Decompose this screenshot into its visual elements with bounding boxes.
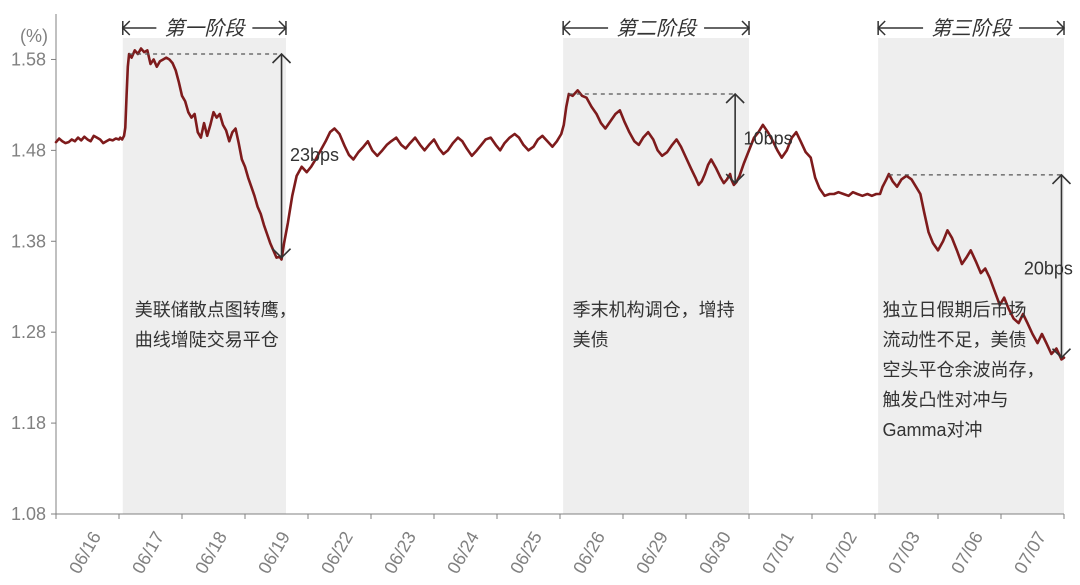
chart-svg: 第一阶段 第二阶段 第三阶段 1.08 1.18 1.28 1.38 1.48 1.58 (%) 0… xyxy=(0,0,1080,585)
phase-band-p1 xyxy=(123,38,286,514)
callout-c3-line2: 空头平仓余波尚存， xyxy=(883,360,1045,380)
x-tick-label: 06/26 xyxy=(569,528,609,577)
callout-c3-line3: 触发凸性对冲与 xyxy=(883,390,1009,410)
x-tick-label: 07/02 xyxy=(821,528,861,577)
x-tick-label: 06/18 xyxy=(191,528,231,577)
x-tick-label-group: 06/22 xyxy=(317,528,357,577)
x-tick-label-group: 06/26 xyxy=(569,528,609,577)
x-tick-label: 07/07 xyxy=(1010,528,1050,577)
x-tick-label: 06/16 xyxy=(65,528,105,577)
x-tick-label: 06/23 xyxy=(380,528,420,577)
phase-title-p1: 第一阶段 xyxy=(164,18,246,40)
callout-c2-line1: 美债 xyxy=(573,330,609,350)
callout-c1-line0: 美联储散点图转鹰， xyxy=(135,300,297,320)
x-tick-label-group: 07/03 xyxy=(884,528,924,577)
callout-c3-line0: 独立日假期后市场 xyxy=(883,300,1027,320)
x-tick-label: 07/01 xyxy=(758,528,798,577)
x-tick-label-group: 07/01 xyxy=(758,528,798,577)
x-tick-label: 07/06 xyxy=(947,528,987,577)
x-tick-label-group: 06/17 xyxy=(128,528,168,577)
x-tick-label-group: 06/25 xyxy=(506,528,546,577)
callout-c3-line1: 流动性不足，美债 xyxy=(883,330,1027,350)
x-tick-label-group: 07/02 xyxy=(821,528,861,577)
drop-label-d3: 20bps xyxy=(1024,259,1073,279)
x-tick-label: 06/17 xyxy=(128,528,168,577)
x-tick-label-group: 06/23 xyxy=(380,528,420,577)
y-tick-label: 1.18 xyxy=(11,413,46,433)
x-tick-label: 06/30 xyxy=(695,528,735,577)
y-tick-label: 1.38 xyxy=(11,231,46,251)
x-tick-label-group: 06/19 xyxy=(254,528,294,577)
drop-label-d2: 10bps xyxy=(744,129,793,149)
x-tick-label-group: 06/24 xyxy=(443,528,483,577)
phase-band-p2 xyxy=(563,38,749,514)
callout-c1-line1: 曲线增陡交易平仓 xyxy=(135,330,279,350)
x-tick-label-group: 07/06 xyxy=(947,528,987,577)
y-tick-label: 1.28 xyxy=(11,322,46,342)
x-tick-label-group: 06/29 xyxy=(632,528,672,577)
x-tick-label: 06/29 xyxy=(632,528,672,577)
y-axis-title: (%) xyxy=(20,26,48,46)
y-tick-label: 1.58 xyxy=(11,49,46,69)
y-tick-label: 1.48 xyxy=(11,140,46,160)
callout-c2-line0: 季末机构调仓，增持 xyxy=(573,300,735,320)
x-tick-label: 06/22 xyxy=(317,528,357,577)
x-tick-label: 07/03 xyxy=(884,528,924,577)
x-tick-label-group: 06/16 xyxy=(65,528,105,577)
x-tick-label: 06/25 xyxy=(506,528,546,577)
x-tick-label: 06/24 xyxy=(443,528,483,577)
drop-label-d1: 23bps xyxy=(290,145,339,165)
x-tick-label: 06/19 xyxy=(254,528,294,577)
chart-container: 第一阶段 第二阶段 第三阶段 1.08 1.18 1.28 1.38 1.48 1.58 (%) 0… xyxy=(0,0,1080,585)
x-tick-label-group: 07/07 xyxy=(1010,528,1050,577)
phase-title-p3: 第三阶段 xyxy=(931,18,1013,40)
x-tick-label-group: 06/18 xyxy=(191,528,231,577)
x-tick-label-group: 06/30 xyxy=(695,528,735,577)
callout-c3-line4: Gamma对冲 xyxy=(883,420,983,440)
phase-title-p2: 第二阶段 xyxy=(616,18,698,40)
y-tick-label: 1.08 xyxy=(11,504,46,524)
